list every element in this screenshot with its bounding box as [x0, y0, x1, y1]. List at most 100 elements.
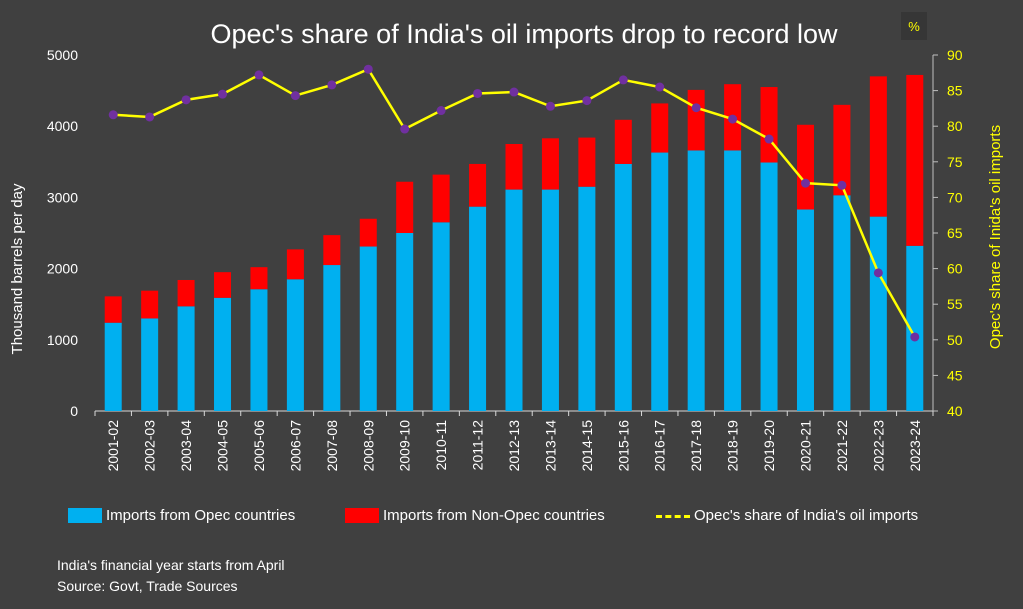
y-tick-label-right: 55: [947, 296, 963, 312]
x-tick-label: 2018-19: [725, 420, 741, 472]
x-tick-label: 2013-14: [542, 420, 558, 472]
share-point: [655, 82, 665, 92]
share-point: [582, 96, 592, 106]
share-point: [363, 64, 373, 74]
footnote-source: Source: Govt, Trade Sources: [57, 578, 238, 594]
percent-unit-badge: %: [901, 12, 927, 40]
bar-non-opec: [541, 138, 559, 190]
bar-non-opec: [833, 104, 851, 196]
bar-non-opec: [396, 181, 414, 233]
x-tick-label: 2020-21: [797, 420, 813, 472]
bar-opec: [396, 233, 414, 411]
share-point: [400, 124, 410, 134]
share-point: [218, 89, 228, 99]
bar-opec: [323, 265, 341, 411]
share-line: [108, 64, 920, 342]
legend-label-share: Opec's share of India's oil imports: [694, 507, 919, 524]
bar-non-opec: [286, 249, 304, 280]
share-point: [327, 80, 337, 90]
share-point: [290, 91, 300, 101]
x-tick-label: 2012-13: [506, 420, 522, 472]
x-tick-label: 2003-04: [178, 420, 194, 472]
y-tick-label-right: 60: [947, 261, 963, 277]
x-tick-label: 2004-05: [215, 420, 231, 472]
bar-non-opec: [651, 103, 669, 153]
share-point: [436, 106, 446, 116]
bar-non-opec: [505, 144, 523, 190]
x-tick-label: 2005-06: [251, 420, 267, 472]
y-tick-label-right: 70: [947, 189, 963, 205]
x-tick-label: 2008-09: [360, 420, 376, 472]
bar-opec: [687, 150, 705, 411]
x-tick-label: 2011-12: [470, 420, 486, 471]
y-tick-label-left: 2000: [47, 261, 78, 277]
bar-opec: [906, 245, 924, 411]
bar-opec: [505, 189, 523, 411]
y-tick-label-left: 3000: [47, 189, 78, 205]
share-point: [473, 88, 483, 98]
bar-non-opec: [104, 296, 122, 323]
legend-label-opec: Imports from Opec countries: [106, 507, 296, 524]
legend-swatch-opec: [68, 508, 102, 523]
legend-item-opec: Imports from Opec countries: [68, 507, 295, 524]
bar-opec: [833, 195, 851, 411]
legend-swatch-non-opec: [345, 508, 379, 523]
y-tick-label-right: 90: [947, 47, 963, 63]
bar-opec: [869, 216, 887, 411]
y-tick-label-left: 0: [70, 403, 78, 419]
bar-opec: [359, 246, 377, 411]
bar-opec: [432, 222, 450, 411]
x-tick-label: 2022-23: [870, 420, 886, 472]
share-point: [910, 332, 920, 342]
bar-non-opec: [323, 235, 341, 266]
x-tick-label: 2001-02: [105, 420, 121, 472]
bar-non-opec: [141, 290, 159, 319]
share-point: [181, 95, 191, 105]
x-tick-label: 2019-20: [761, 420, 777, 472]
axes: 0 1000 2000 3000 4000 5000 40 45 50 55 60 65 70 75 80 8…: [47, 47, 963, 471]
x-tick-label: 2002-03: [142, 420, 158, 472]
bar-opec: [250, 289, 268, 411]
bar-non-opec: [432, 174, 450, 223]
share-point: [837, 180, 847, 190]
x-tick-label: 2009-10: [397, 420, 413, 472]
bar-non-opec: [906, 74, 924, 246]
share-point: [108, 110, 118, 120]
bar-opec: [469, 206, 487, 411]
bar-opec: [214, 297, 232, 411]
bar-non-opec: [214, 272, 232, 298]
y-tick-label-left: 1000: [47, 332, 78, 348]
y-tick-label-right: 85: [947, 83, 963, 99]
bars: [104, 74, 924, 411]
share-point: [254, 70, 264, 80]
bar-non-opec: [469, 163, 487, 207]
share-point: [764, 134, 774, 144]
legend-item-non-opec: Imports from Non-Opec countries: [345, 507, 605, 524]
x-tick-label: 2023-24: [907, 420, 923, 472]
bar-non-opec: [359, 218, 377, 247]
bar-opec: [141, 318, 159, 411]
bar-non-opec: [250, 267, 268, 290]
y-tick-label-right: 45: [947, 367, 963, 383]
x-tick-label: 2017-18: [688, 420, 704, 472]
bar-non-opec: [614, 119, 632, 164]
bar-opec: [614, 163, 632, 411]
bar-opec: [286, 279, 304, 411]
bar-non-opec: [869, 76, 887, 217]
y-tick-label-right: 65: [947, 225, 963, 241]
legend: Imports from Opec countries Imports from…: [0, 507, 1023, 527]
share-point: [800, 178, 810, 188]
bar-opec: [796, 209, 814, 411]
share-point: [728, 114, 738, 124]
bar-non-opec: [760, 87, 778, 163]
bar-non-opec: [796, 124, 814, 210]
y-tick-label-right: 80: [947, 118, 963, 134]
bar-opec: [177, 306, 195, 411]
x-tick-label: 2006-07: [287, 420, 303, 472]
x-tick-label: 2015-16: [615, 420, 631, 472]
share-point: [691, 103, 701, 113]
chart-title: Opec's share of India's oil imports drop…: [210, 19, 838, 49]
x-tick-label: 2021-22: [834, 420, 850, 472]
bar-opec: [760, 162, 778, 411]
legend-item-share: Opec's share of India's oil imports: [656, 507, 918, 524]
